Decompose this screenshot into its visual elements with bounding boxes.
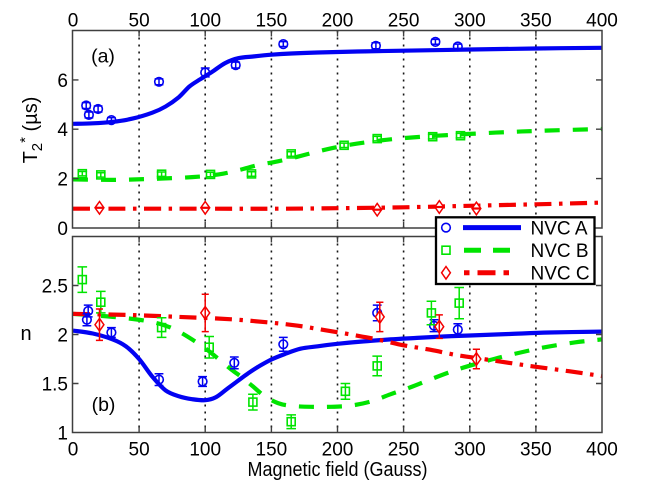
svg-text:50: 50 <box>129 11 150 32</box>
svg-text:(b): (b) <box>92 394 116 416</box>
svg-text:250: 250 <box>388 440 420 461</box>
svg-text:1: 1 <box>57 424 68 445</box>
svg-text:0: 0 <box>57 219 68 240</box>
svg-text:50: 50 <box>129 440 150 461</box>
svg-text:2: 2 <box>57 326 68 347</box>
svg-text:1.5: 1.5 <box>42 375 68 396</box>
svg-text:n: n <box>20 323 31 345</box>
svg-text:150: 150 <box>256 440 288 461</box>
svg-text:T2* (µs): T2* (µs) <box>17 97 46 164</box>
svg-text:2.5: 2.5 <box>42 277 68 298</box>
svg-text:200: 200 <box>322 440 354 461</box>
svg-text:(a): (a) <box>91 46 115 68</box>
svg-text:250: 250 <box>388 11 420 32</box>
svg-text:2: 2 <box>57 170 68 191</box>
svg-text:0: 0 <box>68 11 79 32</box>
svg-text:NVC C: NVC C <box>531 264 590 285</box>
svg-text:100: 100 <box>189 11 221 32</box>
svg-text:100: 100 <box>189 440 221 461</box>
svg-text:NVC B: NVC B <box>531 241 589 262</box>
svg-text:350: 350 <box>520 11 552 32</box>
svg-text:NVC A: NVC A <box>531 218 588 239</box>
svg-text:400: 400 <box>586 440 618 461</box>
svg-text:Magnetic field (Gauss): Magnetic field (Gauss) <box>248 459 428 481</box>
svg-text:0: 0 <box>68 440 79 461</box>
svg-text:200: 200 <box>322 11 354 32</box>
svg-text:300: 300 <box>454 440 486 461</box>
svg-text:350: 350 <box>520 440 552 461</box>
svg-text:150: 150 <box>256 11 288 32</box>
svg-text:300: 300 <box>454 11 486 32</box>
svg-text:400: 400 <box>586 11 618 32</box>
svg-text:6: 6 <box>57 71 68 92</box>
svg-text:4: 4 <box>57 120 68 141</box>
